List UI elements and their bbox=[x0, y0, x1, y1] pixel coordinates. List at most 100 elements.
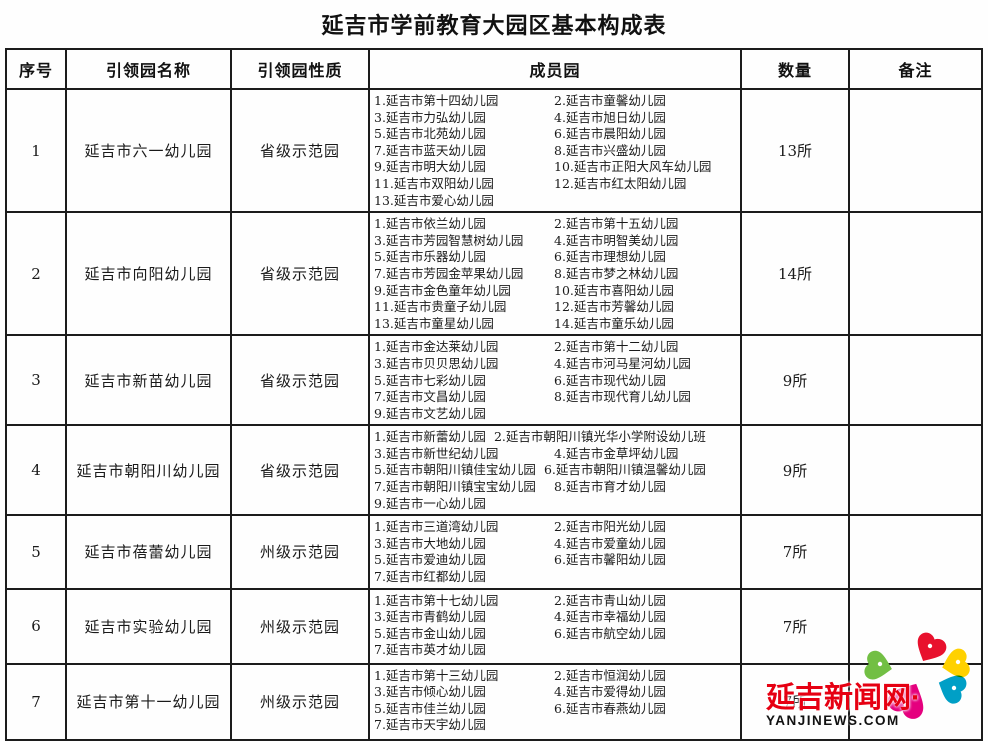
leading-name-cell: 延吉市六一幼儿园 bbox=[65, 87, 232, 214]
remark-cell bbox=[848, 87, 983, 214]
member-item: 5.延吉市爱迪幼儿园 bbox=[374, 552, 486, 568]
member-item: 4.延吉市爱得幼儿园 bbox=[554, 684, 666, 700]
member-item: 14.延吉市童乐幼儿园 bbox=[554, 315, 674, 331]
member-item: 7.延吉市英才幼儿园 bbox=[374, 642, 486, 658]
member-item: 1.延吉市依兰幼儿园 bbox=[374, 216, 486, 232]
row-index-cell: 1 bbox=[5, 87, 67, 214]
member-line: 3.延吉市新世纪幼儿园 4.延吉市金草坪幼儿园 bbox=[374, 446, 738, 463]
member-item: 5.延吉市乐器幼儿园 bbox=[374, 249, 486, 265]
member-item: 7.延吉市朝阳川镇宝宝幼儿园 bbox=[374, 479, 536, 495]
member-line: 5.延吉市佳兰幼儿园 6.延吉市春燕幼儿园 bbox=[374, 701, 738, 718]
member-item: 1.延吉市新蕾幼儿园 bbox=[374, 429, 486, 445]
table-row: 4 延吉市朝阳川幼儿园 省级示范园 1.延吉市新蕾幼儿园 2.延吉市朝阳川镇光华小学附设… bbox=[5, 424, 983, 517]
table-row: 5 延吉市蓓蕾幼儿园 州级示范园 1.延吉市三道湾幼儿园 2.延吉市阳光幼儿园 3.延吉市… bbox=[5, 514, 983, 590]
member-item: 1.延吉市三道湾幼儿园 bbox=[374, 519, 499, 535]
member-item: 4.延吉市明智美幼儿园 bbox=[554, 232, 679, 248]
page-title: 延吉市学前教育大园区基本构成表 bbox=[321, 13, 667, 38]
row-index-cell: 2 bbox=[5, 211, 67, 337]
member-item: 4.延吉市爱童幼儿园 bbox=[554, 535, 666, 551]
member-item: 1.延吉市第十七幼儿园 bbox=[374, 592, 499, 608]
member-line: 9.延吉市金色童年幼儿园 10.延吉市喜阳幼儿园 bbox=[374, 283, 738, 300]
member-item: 3.延吉市贝贝思幼儿园 bbox=[374, 355, 499, 371]
member-item: 2.延吉市青山幼儿园 bbox=[554, 592, 666, 608]
member-item: 3.延吉市青鹤幼儿园 bbox=[374, 609, 486, 625]
table-row: 7 延吉市第十一幼儿园 州级示范园 1.延吉市第十三幼儿园 2.延吉市恒润幼儿园 3.延吉… bbox=[5, 662, 983, 741]
header-leading-nature: 引领园性质 bbox=[230, 48, 370, 90]
quantity-cell: 9所 bbox=[740, 334, 850, 427]
quantity-cell: 7所 bbox=[740, 587, 850, 665]
member-item: 7.延吉市芳园金苹果幼儿园 bbox=[374, 265, 524, 281]
remark-cell bbox=[848, 514, 983, 590]
members-cell: 1.延吉市新蕾幼儿园 2.延吉市朝阳川镇光华小学附设幼儿班 3.延吉市新世纪幼儿园 4… bbox=[368, 424, 742, 517]
member-line: 11.延吉市贵童子幼儿园 12.延吉市芳馨幼儿园 bbox=[374, 299, 738, 316]
member-item: 2.延吉市恒润幼儿园 bbox=[554, 667, 666, 683]
leading-name-cell: 延吉市实验幼儿园 bbox=[65, 587, 232, 665]
row-index-cell: 5 bbox=[5, 514, 67, 590]
member-line: 9.延吉市文艺幼儿园 bbox=[374, 406, 738, 423]
member-item: 12.延吉市芳馨幼儿园 bbox=[554, 299, 674, 315]
members-cell: 1.延吉市第十四幼儿园 2.延吉市童馨幼儿园 3.延吉市力弘幼儿园 4.延吉市旭日幼儿… bbox=[368, 87, 742, 214]
member-item: 12.延吉市红太阳幼儿园 bbox=[554, 175, 687, 191]
remark-cell bbox=[848, 587, 983, 665]
member-item: 9.延吉市金色童年幼儿园 bbox=[374, 282, 511, 298]
member-item: 4.延吉市河马星河幼儿园 bbox=[554, 355, 691, 371]
member-item: 6.延吉市春燕幼儿园 bbox=[554, 700, 666, 716]
member-line: 3.延吉市大地幼儿园 4.延吉市爱童幼儿园 bbox=[374, 536, 738, 553]
leading-name-cell: 延吉市朝阳川幼儿园 bbox=[65, 424, 232, 517]
member-item: 7.延吉市红都幼儿园 bbox=[374, 569, 486, 585]
member-line: 5.延吉市北苑幼儿园 6.延吉市晨阳幼儿园 bbox=[374, 126, 738, 143]
members-cell: 1.延吉市第十七幼儿园 2.延吉市青山幼儿园 3.延吉市青鹤幼儿园 4.延吉市幸福幼儿… bbox=[368, 587, 742, 665]
table-header-row: 序号 引领园名称 引领园性质 成员园 数量 备注 bbox=[5, 48, 983, 90]
member-item: 10.延吉市喜阳幼儿园 bbox=[554, 282, 674, 298]
member-line: 7.延吉市朝阳川镇宝宝幼儿园 8.延吉市育才幼儿园 bbox=[374, 479, 738, 496]
member-line: 7.延吉市蓝天幼儿园 8.延吉市兴盛幼儿园 bbox=[374, 143, 738, 160]
member-item: 5.延吉市朝阳川镇佳宝幼儿园 bbox=[374, 462, 536, 478]
member-line: 5.延吉市朝阳川镇佳宝幼儿园 6.延吉市朝阳川镇温馨幼儿园 bbox=[374, 462, 738, 479]
row-index-cell: 3 bbox=[5, 334, 67, 427]
member-item: 8.延吉市现代育儿幼儿园 bbox=[554, 389, 691, 405]
remark-cell bbox=[848, 424, 983, 517]
header-remark: 备注 bbox=[848, 48, 983, 90]
member-item: 6.延吉市现代幼儿园 bbox=[554, 372, 666, 388]
member-item: 11.延吉市双阳幼儿园 bbox=[374, 175, 494, 191]
member-line: 9.延吉市明大幼儿园 10.延吉市正阳大风车幼儿园 bbox=[374, 159, 738, 176]
quantity-cell: 13所 bbox=[740, 87, 850, 214]
member-line: 1.延吉市依兰幼儿园 2.延吉市第十五幼儿园 bbox=[374, 216, 738, 233]
member-line: 5.延吉市金山幼儿园 6.延吉市航空幼儿园 bbox=[374, 626, 738, 643]
member-line: 9.延吉市一心幼儿园 bbox=[374, 496, 738, 513]
member-item: 3.延吉市倾心幼儿园 bbox=[374, 684, 486, 700]
remark-cell bbox=[848, 211, 983, 337]
leading-name-cell: 延吉市蓓蕾幼儿园 bbox=[65, 514, 232, 590]
remark-cell bbox=[848, 334, 983, 427]
member-line: 3.延吉市青鹤幼儿园 4.延吉市幸福幼儿园 bbox=[374, 609, 738, 626]
member-item: 3.延吉市力弘幼儿园 bbox=[374, 109, 486, 125]
member-line: 1.延吉市新蕾幼儿园 2.延吉市朝阳川镇光华小学附设幼儿班 bbox=[374, 429, 738, 446]
leading-name-cell: 延吉市新苗幼儿园 bbox=[65, 334, 232, 427]
member-item: 7.延吉市文昌幼儿园 bbox=[374, 389, 486, 405]
header-members: 成员园 bbox=[368, 48, 742, 90]
member-line: 7.延吉市红都幼儿园 bbox=[374, 569, 738, 586]
member-item: 2.延吉市朝阳川镇光华小学附设幼儿班 bbox=[493, 429, 706, 445]
member-item: 8.延吉市兴盛幼儿园 bbox=[554, 142, 666, 158]
member-line: 5.延吉市七彩幼儿园 6.延吉市现代幼儿园 bbox=[374, 373, 738, 390]
member-line: 11.延吉市双阳幼儿园 12.延吉市红太阳幼儿园 bbox=[374, 176, 738, 193]
member-item: 5.延吉市佳兰幼儿园 bbox=[374, 700, 486, 716]
member-item: 4.延吉市幸福幼儿园 bbox=[554, 609, 666, 625]
member-item: 1.延吉市金达莱幼儿园 bbox=[374, 339, 499, 355]
member-item: 9.延吉市明大幼儿园 bbox=[374, 159, 486, 175]
leading-name-cell: 延吉市第十一幼儿园 bbox=[65, 662, 232, 741]
member-item: 6.延吉市馨阳幼儿园 bbox=[554, 552, 666, 568]
member-item: 2.延吉市第十五幼儿园 bbox=[554, 216, 679, 232]
remark-cell bbox=[848, 662, 983, 741]
row-index-cell: 7 bbox=[5, 662, 67, 741]
leading-nature-cell: 州级示范园 bbox=[230, 662, 370, 741]
member-line: 3.延吉市力弘幼儿园 4.延吉市旭日幼儿园 bbox=[374, 110, 738, 127]
member-item: 13.延吉市爱心幼儿园 bbox=[374, 192, 494, 208]
member-item: 6.延吉市晨阳幼儿园 bbox=[554, 126, 666, 142]
leading-nature-cell: 州级示范园 bbox=[230, 514, 370, 590]
member-line: 3.延吉市倾心幼儿园 4.延吉市爱得幼儿园 bbox=[374, 684, 738, 701]
member-line: 1.延吉市金达莱幼儿园 2.延吉市第十二幼儿园 bbox=[374, 339, 738, 356]
leading-nature-cell: 省级示范园 bbox=[230, 211, 370, 337]
member-item: 8.延吉市梦之林幼儿园 bbox=[554, 265, 679, 281]
member-line: 5.延吉市乐器幼儿园 6.延吉市理想幼儿园 bbox=[374, 249, 738, 266]
